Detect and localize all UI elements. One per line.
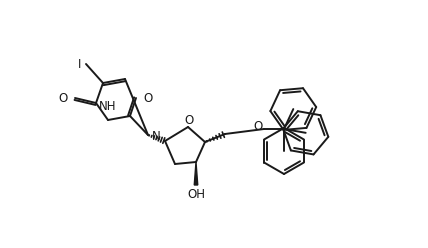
Text: O: O xyxy=(143,92,152,104)
Polygon shape xyxy=(194,162,198,185)
Text: O: O xyxy=(253,120,263,132)
Text: I: I xyxy=(77,58,81,70)
Text: O: O xyxy=(184,115,193,127)
Text: N: N xyxy=(152,130,161,144)
Text: O: O xyxy=(59,92,68,104)
Text: NH: NH xyxy=(99,100,117,113)
Text: OH: OH xyxy=(187,187,205,200)
